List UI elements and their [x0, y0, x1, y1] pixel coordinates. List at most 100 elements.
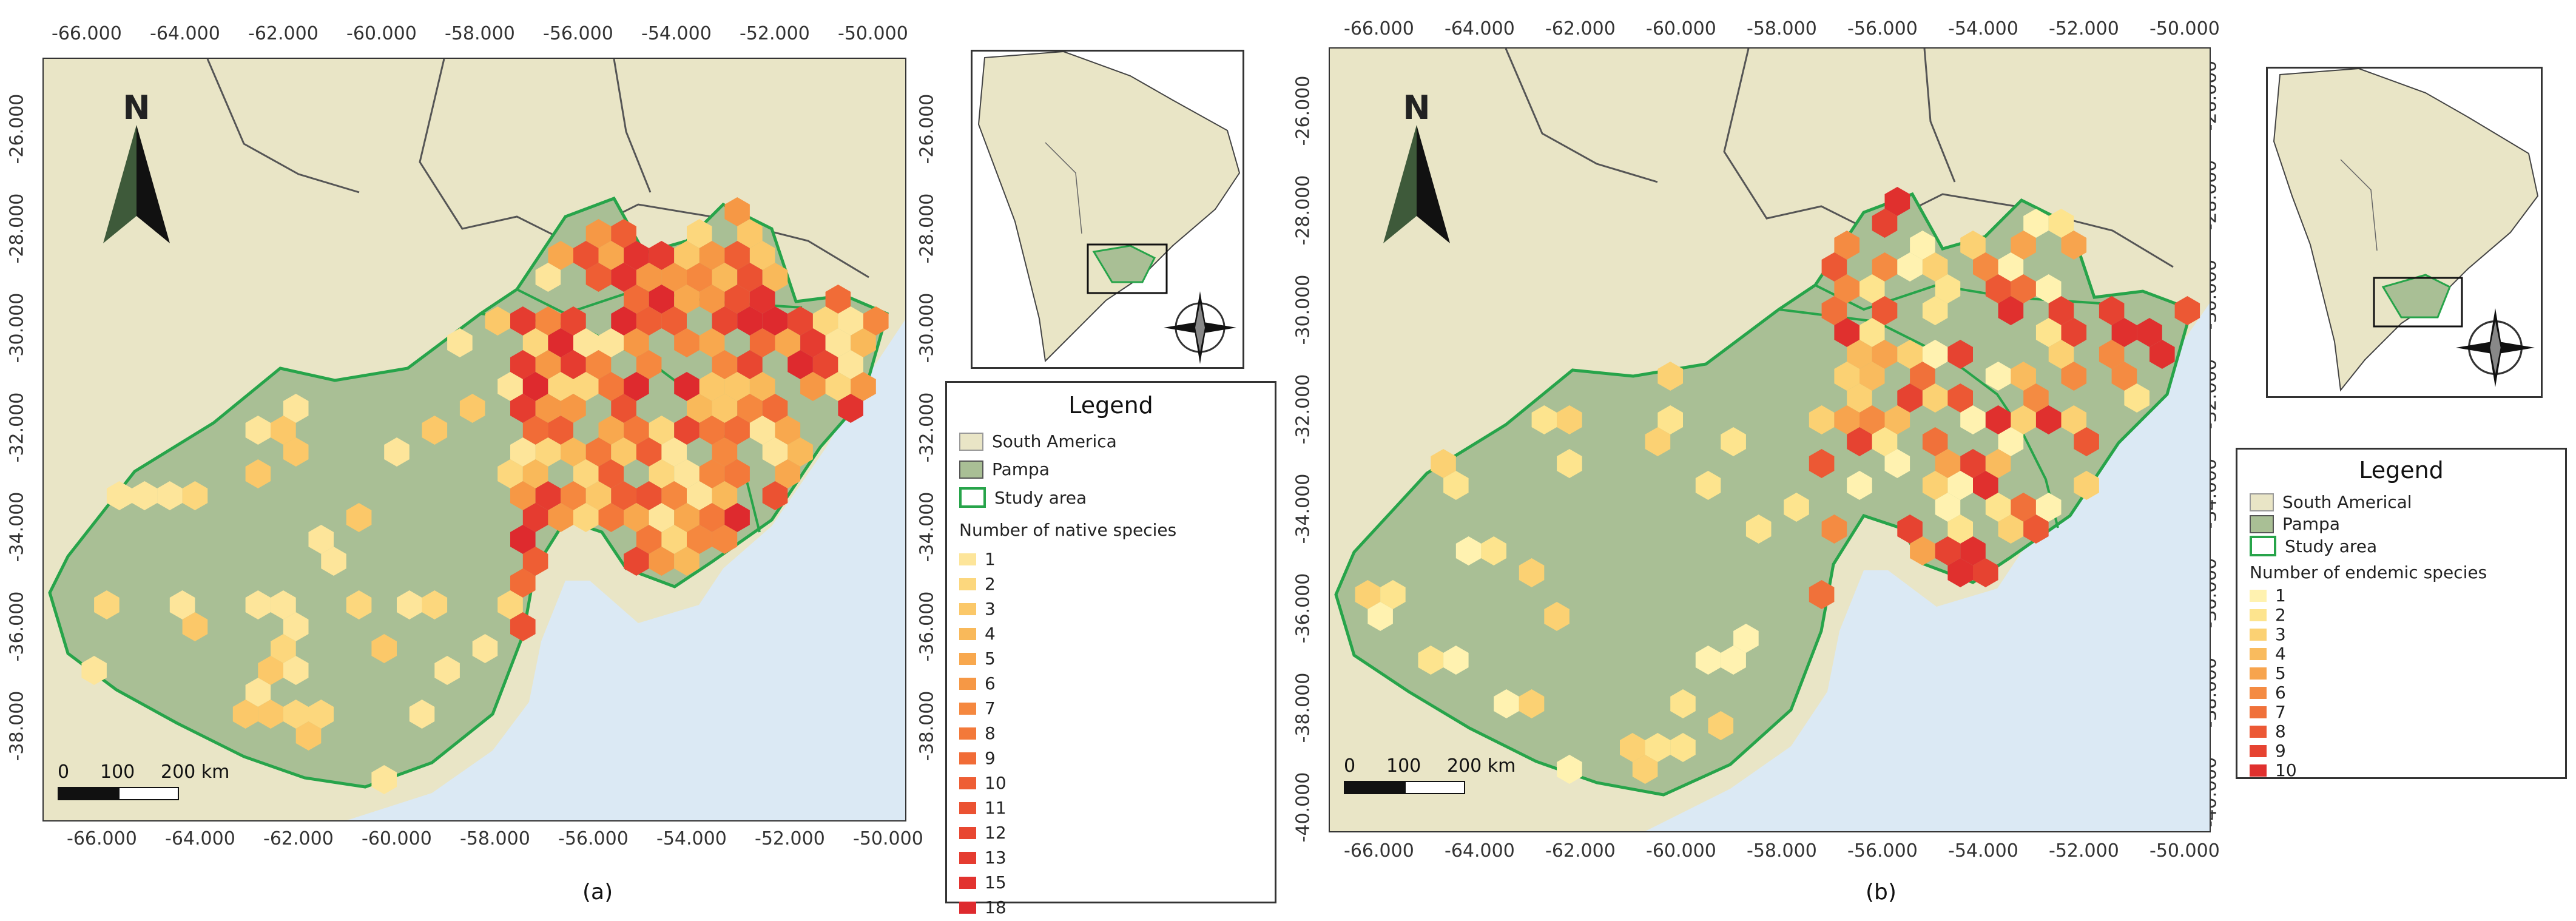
axis-tick-label: -32.000 — [1292, 374, 1314, 445]
legend-label: 9 — [985, 748, 996, 768]
hexbin-cell — [611, 481, 636, 510]
hexbin-cell — [611, 394, 636, 423]
hexbin-cell — [2111, 362, 2137, 391]
hexbin-cell — [522, 328, 548, 357]
legend-class-item: 1 — [959, 549, 996, 569]
hexbin-cell — [1847, 383, 1872, 413]
axis-tick-label: -50.000 — [2149, 18, 2220, 39]
hexbin-cell — [636, 350, 662, 379]
north-arrow-a: N — [97, 91, 176, 249]
legend-swatch — [2250, 609, 2267, 621]
hexbin-cell — [535, 437, 561, 467]
hexbin-cell — [598, 416, 624, 445]
hexbin-cell — [649, 459, 675, 488]
hexbin-cell — [687, 219, 712, 248]
hexbin-cell — [1367, 602, 1393, 631]
compass-rose-icon — [1164, 291, 1236, 364]
hexbin-cell — [1519, 689, 1545, 718]
hexbin-cell — [1657, 405, 1683, 434]
hexbin-cell — [1973, 252, 1998, 282]
hexbin-cell — [561, 481, 586, 510]
hexbin-cell — [1645, 733, 1671, 762]
hexbin-cell — [1897, 383, 1923, 413]
hexbin-cell — [1947, 340, 1973, 369]
hexbin-cell — [447, 328, 473, 357]
hexbin-cell — [573, 241, 599, 270]
axis-tick-label: -38.000 — [6, 690, 28, 761]
hexbin-cell — [661, 263, 687, 292]
hexbin-layer-b — [1355, 187, 2200, 784]
main-map-b[interactable] — [1329, 47, 2211, 832]
hexbin-cell — [258, 656, 283, 685]
legend-swatch — [2250, 725, 2267, 738]
hexbin-cell — [699, 459, 725, 488]
hexbin-cell — [724, 197, 750, 226]
axis-tick-label: -34.000 — [1292, 473, 1314, 544]
hexbin-cell — [535, 263, 561, 292]
legend-title: Legend — [2359, 457, 2444, 484]
hexbin-cell — [2111, 318, 2137, 347]
hexbin-cell — [687, 481, 712, 510]
legend-swatch — [959, 801, 976, 814]
hexbin-cell — [1657, 362, 1683, 391]
scale-mid: 100 — [1386, 755, 1421, 777]
scale-zero: 0 — [1344, 755, 1356, 777]
hexbin-cell — [1872, 252, 1898, 282]
hexbin-cell — [535, 394, 561, 423]
hexbin-cell — [1884, 449, 1910, 478]
hexbin-cell — [649, 503, 675, 532]
axis-tick-label: -36.000 — [6, 591, 28, 662]
legend-label: 2 — [985, 574, 996, 594]
hexbin-cell — [1985, 405, 2011, 434]
hexbin-cell — [1935, 493, 1961, 522]
hexbin-cell — [624, 328, 649, 357]
hexbin-cell — [1821, 252, 1847, 282]
hexbin-cell — [812, 306, 838, 336]
hexbin-cell — [775, 459, 801, 488]
hexbin-cell — [232, 700, 258, 729]
legend-label: 10 — [985, 773, 1006, 793]
inset-map-a[interactable] — [971, 50, 1244, 369]
hexbin-cell — [787, 350, 813, 379]
hexbin-cell — [245, 590, 271, 619]
axis-tick-label: -66.000 — [1344, 18, 1414, 39]
hexbin-cell — [699, 328, 725, 357]
main-map-a[interactable] — [42, 58, 906, 821]
axis-tick-label: -32.000 — [6, 392, 28, 463]
hexbin-cell — [674, 328, 700, 357]
legend-layer-item: South America — [959, 431, 1117, 451]
legend-label: 18 — [985, 897, 1006, 917]
axis-tick-label: -64.000 — [150, 23, 220, 44]
hexbin-cell — [724, 372, 750, 401]
hexbin-cell — [2023, 514, 2049, 544]
axis-tick-label: -28.000 — [916, 193, 938, 264]
legend-label: 8 — [985, 723, 996, 743]
legend-layer-item: South Americal — [2250, 492, 2412, 512]
legend-swatch — [2250, 706, 2267, 718]
inset-canvas-b — [2273, 69, 2539, 392]
hexbin-cell — [674, 416, 700, 445]
hexbin-cell — [283, 700, 309, 729]
hexbin-cell — [699, 372, 725, 401]
hexbin-cell — [585, 350, 612, 379]
axis-tick-label: -56.000 — [543, 23, 613, 44]
hexbin-cell — [1443, 471, 1469, 500]
hexbin-cell — [132, 481, 158, 510]
hexbin-cell — [1695, 471, 1721, 500]
axis-tick-label: -26.000 — [1292, 75, 1314, 146]
inset-map-b[interactable] — [2266, 67, 2543, 398]
hexbin-cell — [1834, 274, 1860, 303]
hexbin-cell — [561, 350, 586, 379]
hexbin-cell — [2035, 318, 2062, 347]
axis-tick-label: -38.000 — [916, 690, 938, 761]
scale-bar-a: 0 100 200 km — [58, 761, 240, 800]
hexbin-cell — [1910, 231, 1935, 260]
hexbin-cell — [2061, 405, 2087, 434]
hexbin-cell — [598, 459, 624, 488]
hexbin-cell — [459, 394, 485, 423]
hexbin-cell — [598, 328, 624, 357]
legend-swatch — [959, 901, 976, 914]
axis-tick-label: -26.000 — [916, 93, 938, 164]
legend-label: 1 — [2275, 585, 2286, 606]
axis-tick-label: -26.000 — [6, 93, 28, 164]
